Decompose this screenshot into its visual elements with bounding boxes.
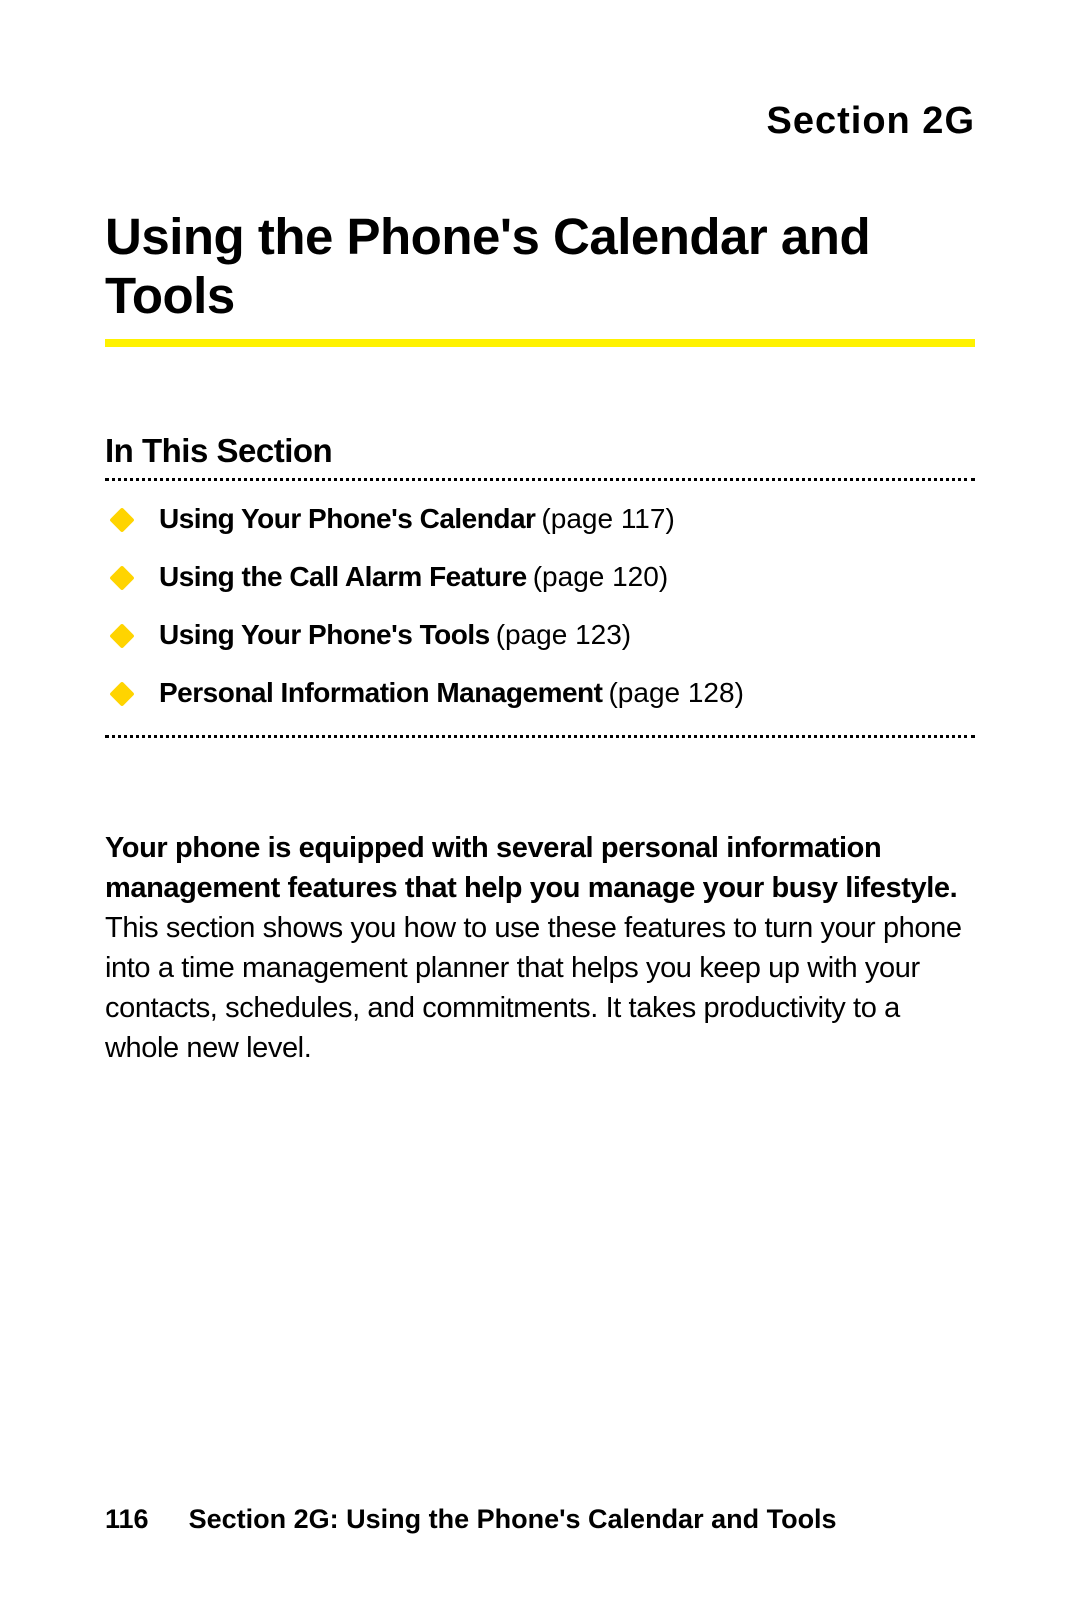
dotted-rule-bottom — [105, 735, 975, 738]
toc-item: Using Your Phone's Tools(page 123) — [113, 619, 975, 651]
toc-entry-page: (page 120) — [533, 561, 668, 592]
intro-rest: This section shows you how to use these … — [105, 912, 962, 1064]
page-title: Using the Phone's Calendar and Tools — [105, 208, 975, 347]
document-page: Section 2G Using the Phone's Calendar an… — [0, 0, 1080, 1620]
toc-entry-page: (page 117) — [541, 503, 674, 534]
in-this-section-heading: In This Section — [105, 432, 975, 470]
toc-entry-text: Using Your Phone's Calendar(page 117) — [159, 503, 675, 535]
toc-item: Using Your Phone's Calendar(page 117) — [113, 503, 975, 535]
toc-item: Personal Information Management(page 128… — [113, 677, 975, 709]
toc-entry-text: Using Your Phone's Tools(page 123) — [159, 619, 631, 651]
diamond-bullet-icon — [109, 566, 134, 591]
toc-entry-title: Using Your Phone's Calendar — [159, 503, 535, 534]
intro-lead-sentence: Your phone is equipped with several pers… — [105, 832, 957, 904]
toc-entry-page: (page 128) — [608, 677, 743, 708]
footer-text: Section 2G: Using the Phone's Calendar a… — [189, 1504, 837, 1534]
dotted-rule-top — [105, 478, 975, 481]
diamond-bullet-icon — [109, 682, 134, 707]
toc-list: Using Your Phone's Calendar(page 117) Us… — [105, 503, 975, 709]
footer-page-number: 116 — [105, 1504, 149, 1534]
section-label: Section 2G — [105, 100, 975, 143]
toc-entry-title: Personal Information Management — [159, 677, 602, 708]
toc-entry-text: Personal Information Management(page 128… — [159, 677, 744, 709]
toc-entry-page: (page 123) — [496, 619, 631, 650]
diamond-bullet-icon — [109, 624, 134, 649]
diamond-bullet-icon — [109, 508, 134, 533]
toc-item: Using the Call Alarm Feature(page 120) — [113, 561, 975, 593]
toc-entry-title: Using Your Phone's Tools — [159, 619, 490, 650]
toc-entry-title: Using the Call Alarm Feature — [159, 561, 527, 592]
page-footer: 116 Section 2G: Using the Phone's Calenda… — [105, 1504, 837, 1535]
intro-paragraph: Your phone is equipped with several pers… — [105, 828, 975, 1068]
toc-entry-text: Using the Call Alarm Feature(page 120) — [159, 561, 668, 593]
